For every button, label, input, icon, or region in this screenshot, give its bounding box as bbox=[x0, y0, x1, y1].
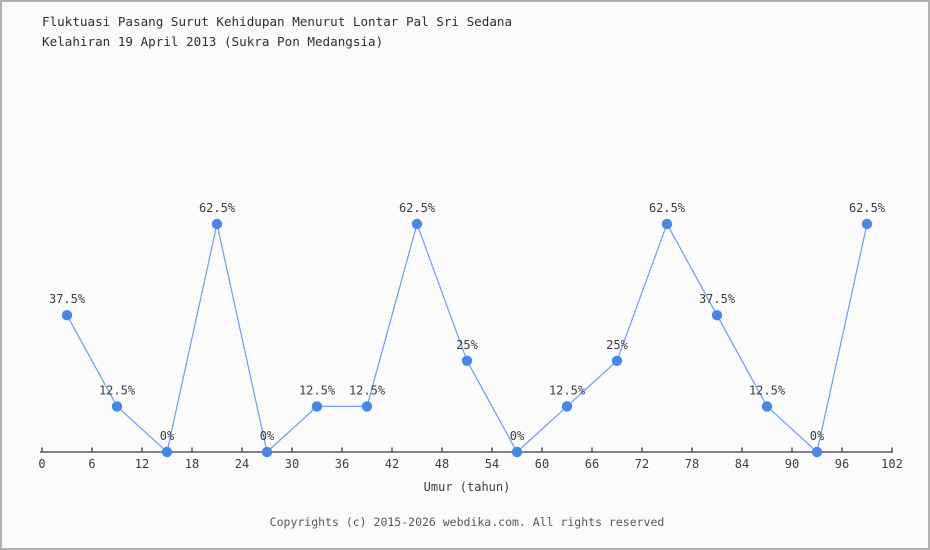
data-point bbox=[711, 310, 723, 321]
x-tick-label: 48 bbox=[435, 457, 449, 471]
chart-title: Fluktuasi Pasang Surut Kehidupan Menurut… bbox=[42, 12, 512, 52]
x-tick-label: 24 bbox=[235, 457, 249, 471]
data-point-label: 37.5% bbox=[49, 292, 86, 306]
x-tick-label: 90 bbox=[785, 457, 799, 471]
x-tick-label: 30 bbox=[285, 457, 299, 471]
data-point-label: 0% bbox=[510, 429, 525, 443]
data-point bbox=[811, 446, 823, 458]
x-tick-label: 96 bbox=[835, 457, 849, 471]
x-tick-label: 0 bbox=[38, 457, 45, 471]
x-axis-title: Umur (tahun) bbox=[424, 480, 511, 494]
chart-title-line2: Kelahiran 19 April 2013 (Sukra Pon Medan… bbox=[42, 34, 384, 49]
data-point-label: 62.5% bbox=[649, 201, 686, 215]
chart-title-line1: Fluktuasi Pasang Surut Kehidupan Menurut… bbox=[42, 14, 513, 29]
data-point bbox=[361, 401, 373, 412]
x-tick-label: 72 bbox=[635, 457, 649, 471]
data-point-label: 25% bbox=[606, 338, 628, 352]
x-tick-label: 78 bbox=[685, 457, 699, 471]
data-point-label: 25% bbox=[456, 338, 478, 352]
data-point bbox=[661, 218, 673, 230]
data-point-label: 12.5% bbox=[99, 383, 136, 397]
data-point bbox=[611, 355, 623, 366]
data-point bbox=[111, 401, 123, 412]
x-tick-label: 12 bbox=[135, 457, 149, 471]
data-point-label: 37.5% bbox=[699, 292, 736, 306]
data-point-label: 12.5% bbox=[549, 383, 586, 397]
x-tick-label: 102 bbox=[881, 457, 903, 471]
x-tick-label: 60 bbox=[535, 457, 549, 471]
data-point-label: 12.5% bbox=[299, 383, 336, 397]
x-tick-label: 66 bbox=[585, 457, 599, 471]
data-point bbox=[411, 218, 423, 230]
data-point-label: 62.5% bbox=[399, 201, 436, 215]
x-tick-label: 36 bbox=[335, 457, 349, 471]
data-point bbox=[511, 446, 523, 458]
data-point bbox=[561, 401, 573, 412]
x-tick-label: 18 bbox=[185, 457, 199, 471]
x-tick-label: 54 bbox=[485, 457, 499, 471]
data-point-label: 0% bbox=[810, 429, 825, 443]
data-point-label: 12.5% bbox=[749, 383, 786, 397]
data-point-label: 0% bbox=[160, 429, 175, 443]
data-point bbox=[211, 218, 223, 230]
data-point-label: 62.5% bbox=[849, 201, 886, 215]
data-point-label: 62.5% bbox=[199, 201, 236, 215]
x-tick-label: 6 bbox=[88, 457, 95, 471]
data-point bbox=[761, 401, 773, 412]
data-point bbox=[861, 218, 873, 230]
x-tick-label: 84 bbox=[735, 457, 749, 471]
data-point-label: 0% bbox=[260, 429, 275, 443]
data-point bbox=[311, 401, 323, 412]
x-tick-label: 42 bbox=[385, 457, 399, 471]
data-point bbox=[461, 355, 473, 366]
data-point bbox=[161, 446, 173, 458]
data-point bbox=[61, 310, 73, 321]
data-point bbox=[261, 446, 273, 458]
data-point-label: 12.5% bbox=[349, 383, 386, 397]
copyright-footer: Copyrights (c) 2015-2026 webdika.com. Al… bbox=[269, 515, 665, 529]
